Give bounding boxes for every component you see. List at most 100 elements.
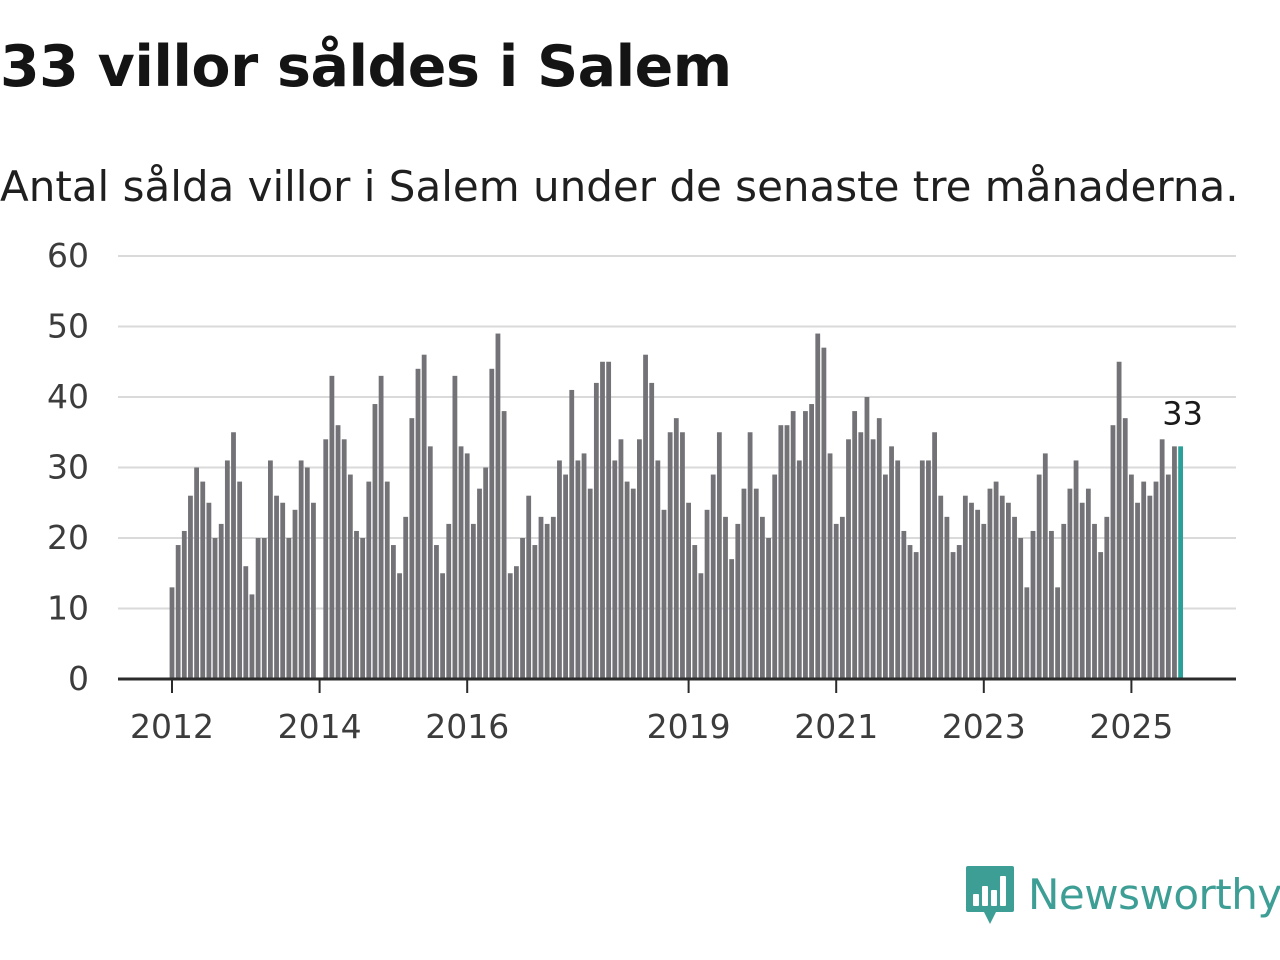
bars xyxy=(169,333,1183,679)
bar xyxy=(735,523,741,679)
bar xyxy=(858,432,864,679)
bar xyxy=(1030,530,1036,679)
bar xyxy=(243,566,249,679)
bar xyxy=(723,516,728,679)
x-tick-label-2025: 2025 xyxy=(1089,707,1173,746)
bar xyxy=(741,488,747,679)
bar xyxy=(224,460,230,679)
bar xyxy=(864,397,870,679)
bar xyxy=(1092,523,1097,679)
bar xyxy=(969,502,974,679)
bar xyxy=(194,467,199,679)
bar xyxy=(249,594,255,679)
bar xyxy=(181,530,187,679)
bar xyxy=(649,382,655,679)
bar xyxy=(1165,474,1171,679)
bar xyxy=(821,347,827,679)
bar xyxy=(452,375,458,679)
bar xyxy=(175,545,181,679)
bar xyxy=(378,375,384,679)
bar xyxy=(464,453,470,679)
y-tick-label-40: 40 xyxy=(47,377,89,416)
bar xyxy=(753,488,759,679)
bar xyxy=(809,404,814,679)
bar xyxy=(630,488,636,679)
bar xyxy=(575,460,581,679)
bar xyxy=(1104,516,1110,679)
bar xyxy=(956,545,962,679)
bar xyxy=(1079,502,1085,679)
x-tick-label-2019: 2019 xyxy=(647,707,731,746)
x-tick-label-2021: 2021 xyxy=(794,707,878,746)
bar xyxy=(612,460,618,679)
bar xyxy=(1067,488,1073,679)
bar xyxy=(532,545,538,679)
bar xyxy=(926,460,931,679)
bar xyxy=(710,474,716,679)
bar xyxy=(286,538,292,679)
bar xyxy=(667,432,673,679)
bar xyxy=(778,425,784,679)
bar xyxy=(1147,495,1153,679)
bar xyxy=(372,404,378,679)
bar xyxy=(280,502,286,679)
bar xyxy=(1141,481,1147,679)
chart-title: 33 villor såldes i Salem xyxy=(0,34,732,100)
x-tick-label-2016: 2016 xyxy=(425,707,509,746)
bar xyxy=(360,538,366,679)
bar xyxy=(1098,552,1104,679)
bar xyxy=(569,389,575,679)
bar xyxy=(1129,474,1134,679)
bar xyxy=(618,439,624,679)
bar xyxy=(563,474,568,679)
bar xyxy=(1116,361,1122,679)
bar xyxy=(1042,453,1048,679)
bar xyxy=(587,488,593,679)
annotations: 33 xyxy=(1162,394,1203,432)
bar xyxy=(673,418,679,679)
bar xyxy=(760,516,765,679)
bar xyxy=(1018,538,1024,679)
bar xyxy=(231,432,236,679)
y-tick-label-0: 0 xyxy=(68,659,89,698)
bar xyxy=(526,495,532,679)
bar xyxy=(188,495,193,679)
bar xyxy=(846,439,851,679)
bar xyxy=(544,523,550,679)
bar xyxy=(852,411,858,679)
bar xyxy=(335,425,341,679)
bar xyxy=(434,545,439,679)
bar xyxy=(495,333,501,679)
bar xyxy=(827,453,833,679)
bar xyxy=(839,516,845,679)
bar xyxy=(680,432,685,679)
bar xyxy=(520,538,525,679)
bar xyxy=(1036,474,1042,679)
bar xyxy=(421,354,427,679)
bar xyxy=(200,481,206,679)
bar xyxy=(354,530,359,679)
bar xyxy=(895,460,901,679)
bar xyxy=(975,509,981,679)
x-axis xyxy=(118,677,1236,693)
bar xyxy=(593,382,599,679)
bar xyxy=(274,495,279,679)
bar xyxy=(686,502,691,679)
bar xyxy=(1135,502,1140,679)
bar xyxy=(716,432,722,679)
bar xyxy=(470,523,476,679)
bar xyxy=(1110,425,1116,679)
bar xyxy=(550,516,556,679)
bar xyxy=(255,538,261,679)
bar xyxy=(784,425,790,679)
bar xyxy=(766,538,771,679)
bar xyxy=(870,439,876,679)
bar xyxy=(403,516,409,679)
bar xyxy=(311,502,316,679)
bar xyxy=(803,411,808,679)
bar xyxy=(1073,460,1079,679)
y-tick-label-10: 10 xyxy=(47,589,89,628)
bar xyxy=(993,481,999,679)
bar xyxy=(796,460,802,679)
bar xyxy=(538,516,544,679)
